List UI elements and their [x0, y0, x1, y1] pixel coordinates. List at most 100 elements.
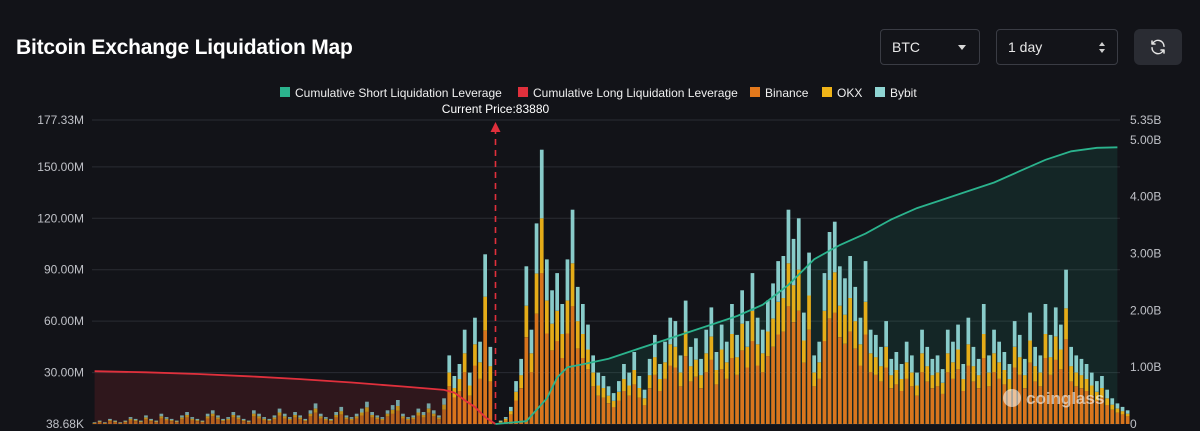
bar-okx [1079, 375, 1084, 389]
bar-bybit [349, 417, 354, 419]
bar-okx [570, 263, 575, 307]
bar-okx [709, 336, 714, 360]
bar-binance [174, 422, 179, 424]
bar-binance [766, 356, 770, 424]
bar-binance [730, 358, 734, 424]
bar-binance [221, 421, 225, 424]
right-tick-label: 3.00B [1130, 247, 1161, 261]
bar-binance [1053, 359, 1058, 424]
bar-bybit [246, 420, 251, 422]
bar-binance [529, 372, 534, 424]
bar-okx [776, 301, 780, 335]
right-tick-label: 5.00B [1130, 133, 1161, 147]
bar-bybit [539, 149, 544, 219]
bar-binance [760, 372, 765, 424]
bar-binance [1069, 381, 1073, 424]
bar-bybit [956, 324, 960, 350]
bar-bybit [1059, 324, 1063, 350]
bar-bybit [889, 358, 894, 376]
bar-bybit [190, 417, 195, 419]
bar-binance [925, 381, 930, 424]
bar-binance [781, 331, 786, 424]
bar-bybit [1105, 389, 1109, 399]
bar-bybit [735, 334, 739, 358]
bar-bybit [272, 415, 277, 418]
bar-bybit [904, 341, 909, 363]
bar-bybit [1064, 269, 1068, 309]
bar-binance [277, 415, 282, 424]
bar-binance [524, 337, 529, 424]
bar-binance [246, 422, 251, 424]
bar-okx [868, 353, 873, 373]
bar-okx [1028, 340, 1032, 363]
bar-okx [987, 372, 991, 387]
bar-bybit [1007, 364, 1012, 379]
current-price-marker: Current Price:83880 [442, 102, 550, 424]
bar-binance [1048, 375, 1053, 424]
bar-bybit [683, 300, 688, 332]
bar-okx [565, 300, 570, 334]
bar-bybit [293, 412, 297, 415]
bar-okx [935, 372, 940, 387]
bar-okx [992, 353, 996, 373]
bar-okx [257, 416, 261, 419]
bar-bybit [221, 418, 225, 421]
bar-okx [396, 406, 400, 411]
bar-okx [653, 357, 657, 375]
bar-bybit [216, 415, 220, 418]
right-axis: 0 1.00B 2.00B 3.00B 4.00B 5.00B 5.35B [1130, 113, 1161, 431]
bar-binance [462, 372, 467, 424]
bar-okx [745, 346, 750, 368]
legend-label-okx: OKX [837, 86, 862, 100]
bar-binance [267, 421, 272, 424]
bar-okx [329, 420, 333, 422]
bar-okx [658, 379, 662, 391]
bar-binance [509, 414, 513, 424]
bar-bybit [627, 372, 631, 386]
bar-binance [1033, 381, 1037, 424]
bar-bybit [663, 341, 667, 363]
legend-swatch-okx [822, 87, 832, 97]
bar-bybit [457, 364, 462, 379]
bar-binance [832, 312, 837, 424]
bar-binance [581, 358, 585, 424]
bar-bybit [354, 413, 359, 417]
timeframe-select[interactable]: 1 day [996, 29, 1118, 65]
bar-okx [1012, 346, 1017, 368]
bar-bybit [987, 355, 991, 373]
refresh-button[interactable] [1134, 29, 1182, 65]
bar-bybit [817, 341, 822, 363]
bar-binance [971, 381, 976, 424]
legend-swatch-short [280, 87, 290, 97]
bar-binance [180, 419, 184, 424]
bar-bybit [385, 410, 390, 414]
bar-bybit [488, 346, 493, 367]
bar-bybit [647, 358, 652, 376]
bar-okx [858, 344, 863, 366]
bar-okx [848, 298, 852, 332]
bar-bybit [282, 413, 287, 417]
bar-bybit [966, 317, 971, 345]
bar-binance [339, 414, 344, 424]
bar-binance [663, 378, 667, 424]
bar-bybit [581, 304, 585, 334]
left-tick-label: 150.00M [37, 160, 84, 174]
bar-bybit [503, 417, 508, 419]
bar-bybit [915, 372, 919, 386]
symbol-select[interactable]: BTC [880, 29, 980, 65]
bar-bybit [606, 386, 611, 396]
bar-binance [601, 397, 606, 424]
bar-bybit [241, 418, 246, 421]
bar-binance [771, 346, 775, 424]
bar-binance [1125, 416, 1130, 424]
bar-bybit [791, 238, 796, 286]
bar-bybit [920, 329, 924, 354]
bar-okx [1095, 391, 1099, 401]
bar-binance [1095, 400, 1099, 424]
bar-binance [1120, 414, 1125, 424]
bar-bybit [1120, 406, 1125, 412]
bar-bybit [380, 417, 385, 419]
bar-bybit [853, 286, 858, 322]
bar-binance [195, 421, 200, 424]
bar-binance [437, 419, 441, 424]
